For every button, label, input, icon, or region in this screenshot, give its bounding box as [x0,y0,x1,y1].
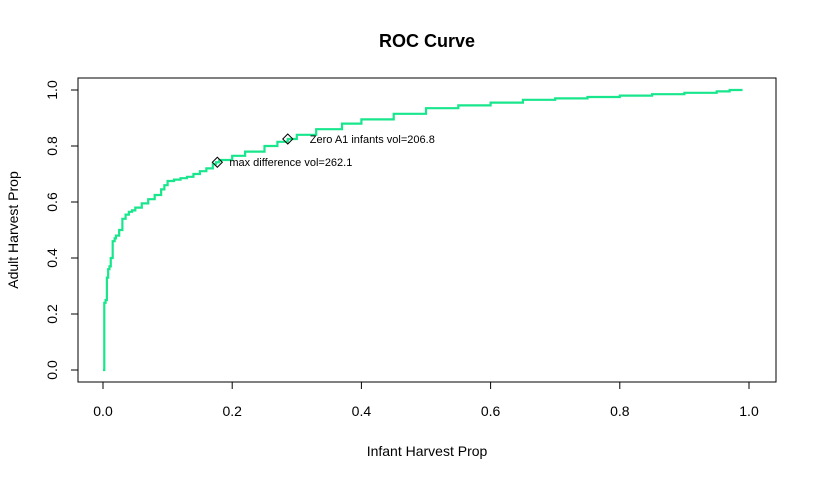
marker-label: max difference vol=262.1 [229,157,352,169]
x-tick-label: 0.2 [222,403,242,419]
y-tick-label: 0.4 [44,248,60,268]
chart-title: ROC Curve [379,31,475,51]
y-tick-label: 0.8 [44,136,60,156]
plot-frame [77,77,777,383]
diamond-marker [211,156,224,168]
x-axis: 0.0 0.2 0.4 0.6 0.8 1.0 [93,381,759,419]
x-tick-label: 0.4 [352,403,372,419]
x-tick-label: 0.0 [93,403,113,419]
y-tick-label: 0.6 [44,192,60,212]
diamond-marker [282,133,294,145]
marker-label: Zero A1 infants vol=206.8 [310,134,435,146]
x-tick-label: 0.8 [610,403,630,419]
roc-line [103,88,743,372]
y-tick-label: 1.0 [44,80,60,100]
marker-layer: Zero A1 infants vol=206.8 max difference … [211,133,435,169]
x-tick-label: 1.0 [739,403,759,419]
y-tick-label: 0.2 [44,304,60,324]
y-axis: 0.0 0.2 0.4 0.6 0.8 1.0 [44,80,79,380]
y-axis-label: Adult Harvest Prop [5,171,21,289]
x-axis-label: Infant Harvest Prop [367,443,488,459]
x-tick-label: 0.6 [481,403,501,419]
series-layer [103,88,743,372]
y-tick-label: 0.0 [44,360,60,380]
